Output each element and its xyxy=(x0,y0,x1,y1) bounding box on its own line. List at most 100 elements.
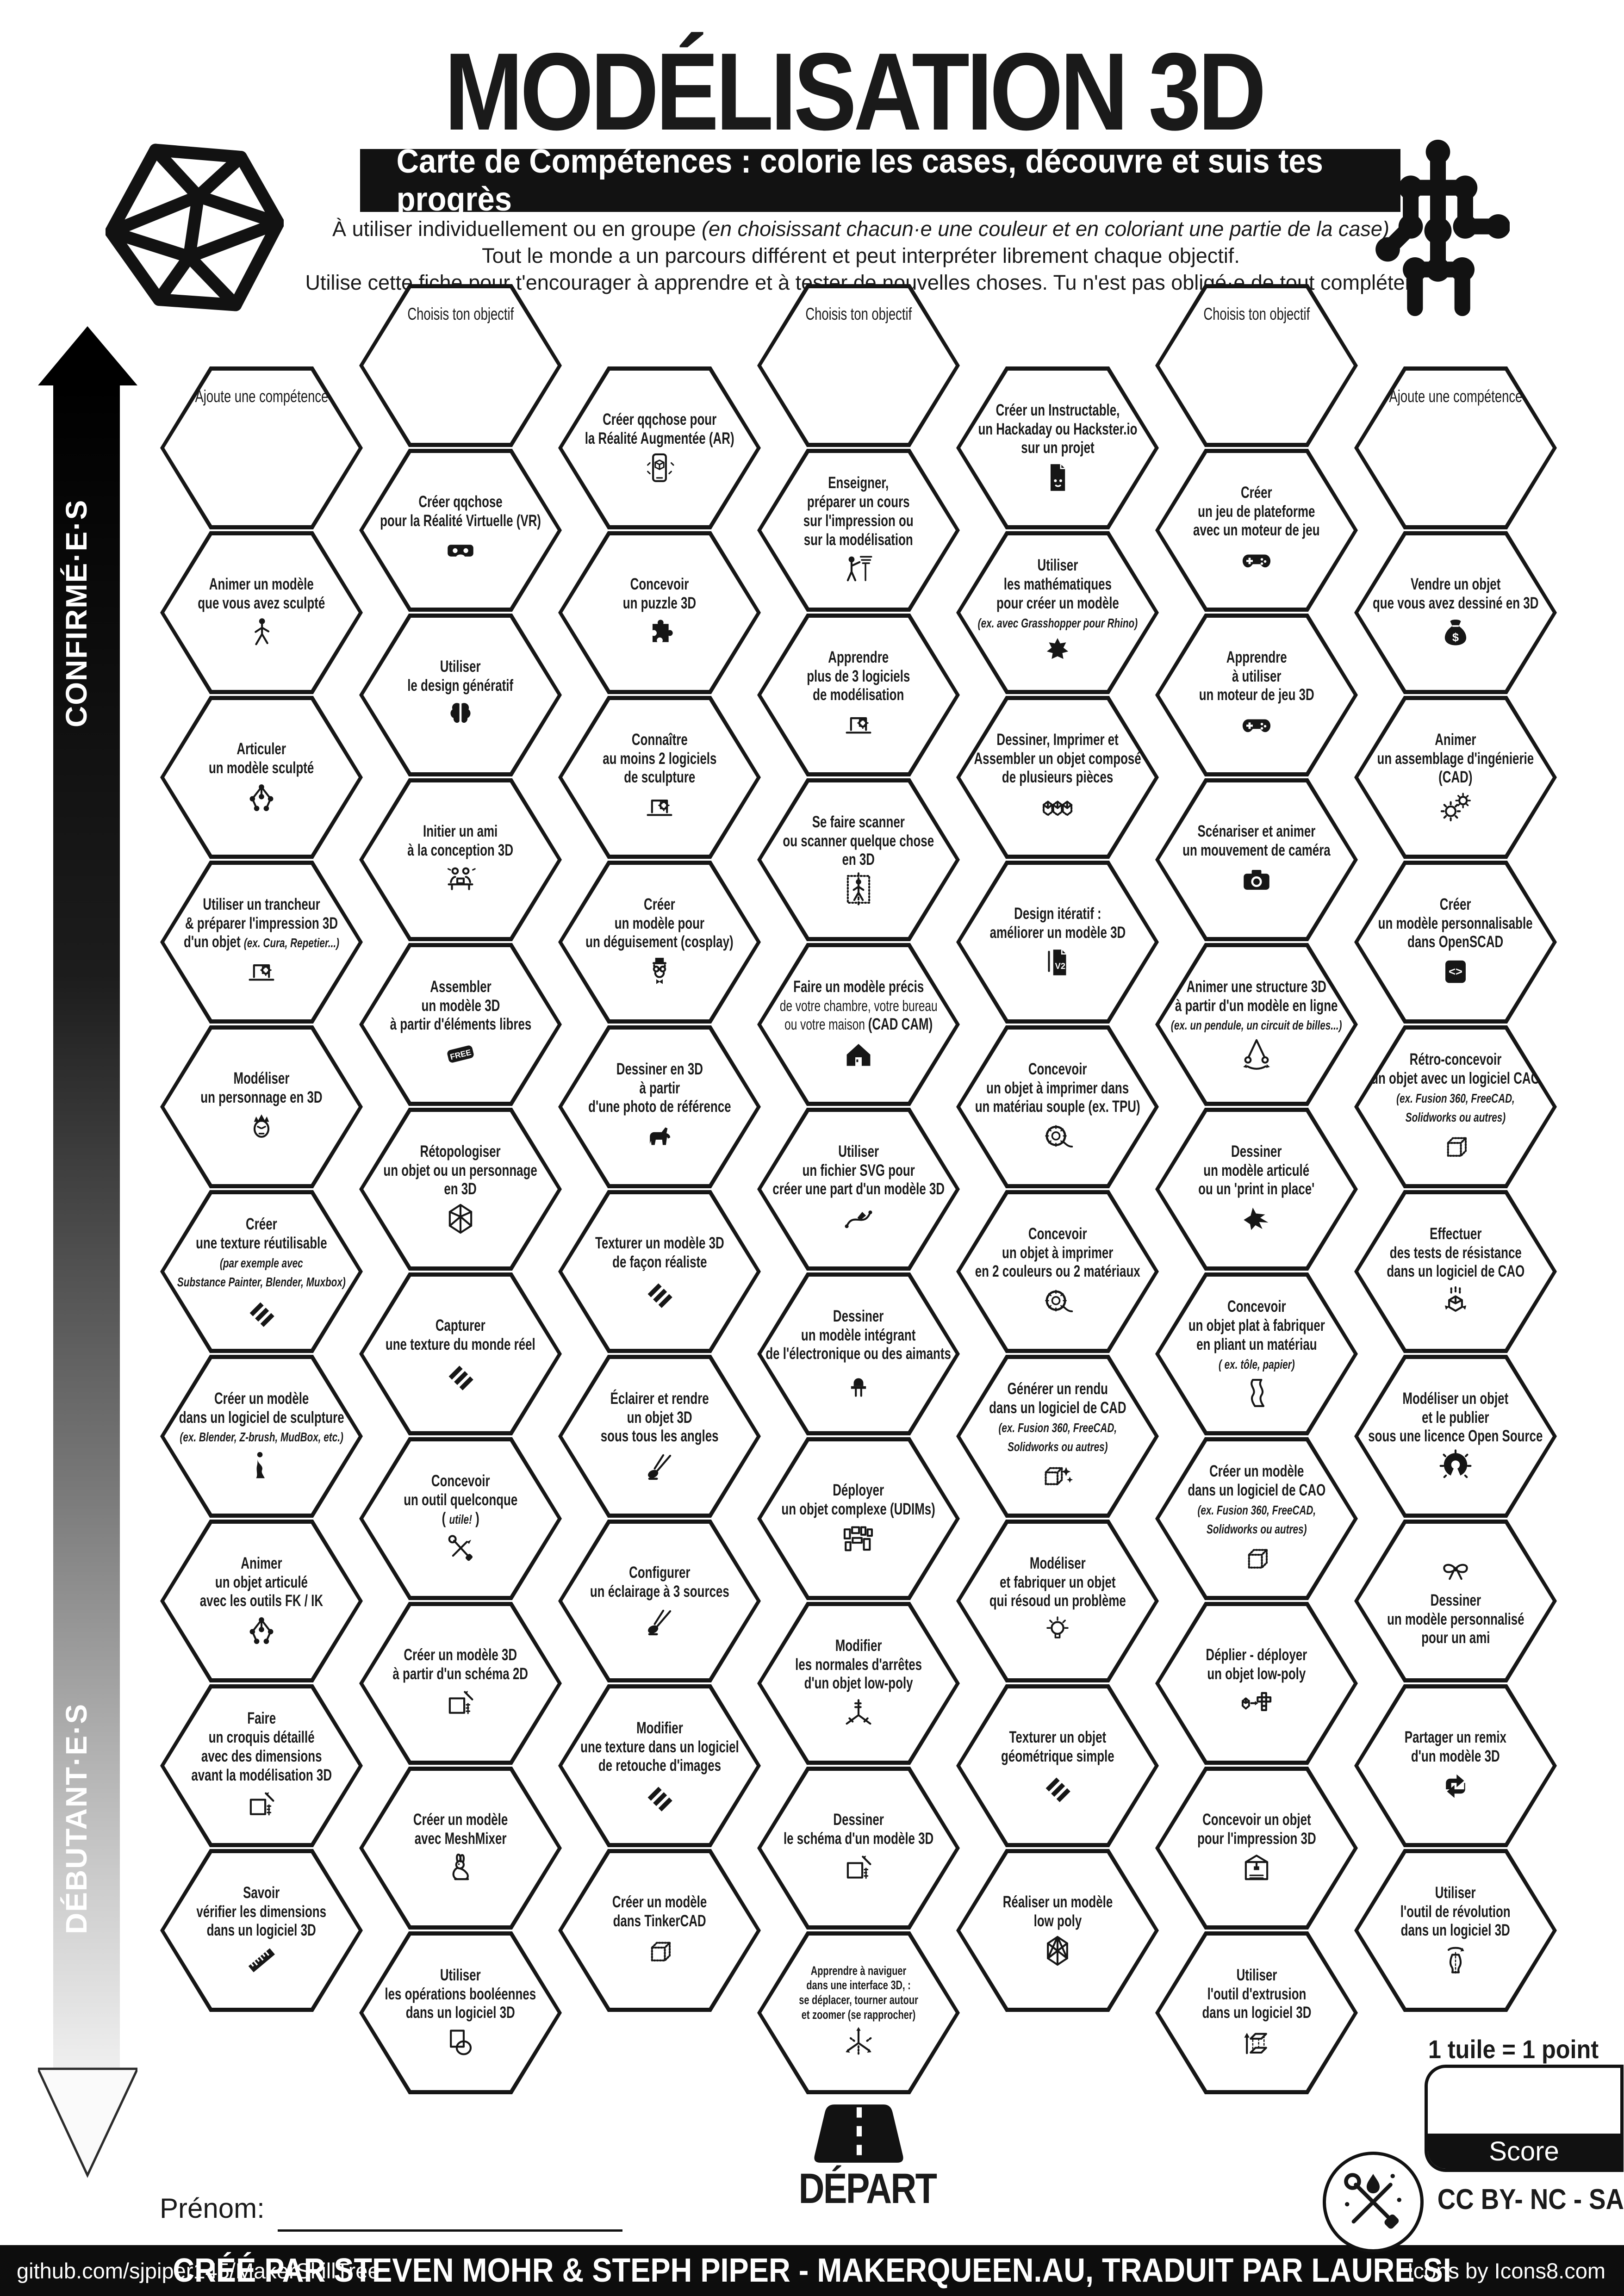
hex-tile-0-3[interactable]: Utiliser un trancheur & préparer l'impres… xyxy=(160,861,363,1024)
hex-tile-1-10[interactable]: Utiliser les opérations booléennes dans un… xyxy=(359,1931,562,2094)
crossed-tools-icon xyxy=(1344,2173,1401,2229)
hex-tile-5-0[interactable]: Choisis ton objectif xyxy=(1155,284,1358,447)
hex-tile-5-10[interactable]: Utiliser l'outil d'extrusion dans un logic… xyxy=(1155,1931,1358,2094)
hex-tile-5-7[interactable]: Créer un modèle dans un logiciel de CAO (e… xyxy=(1155,1437,1358,1600)
hex-tile-1-3[interactable]: Initier un ami à la conception 3D xyxy=(359,778,562,941)
hex-tile-4-3[interactable]: Design itératif : améliorer un modèle 3D xyxy=(956,861,1159,1024)
dog-icon xyxy=(639,1119,680,1154)
folded-ribbon-icon xyxy=(1236,1376,1277,1410)
hex-tile-1-7[interactable]: Concevoir un outil quelconque( utile! ) xyxy=(359,1437,562,1600)
footer-icons8-credit[interactable]: Icons by Icons8.com xyxy=(1407,2258,1605,2283)
hex-tile-5-3[interactable]: Scénariser et animer un mouvement de camé… xyxy=(1155,778,1358,941)
hex-tile-3-8[interactable]: Modifier les normales d'arrêtes d'un objet… xyxy=(757,1602,960,1765)
hex-tile-1-8[interactable]: Créer un modèle 3D à partir d'un schéma 2… xyxy=(359,1602,562,1765)
hex-label: Dessiner un modèle personnalisé pour un am… xyxy=(1387,1591,1524,1647)
hex-tile-3-10[interactable]: Apprendre à naviguer dans une interface 3… xyxy=(757,1931,960,2094)
hex-tile-6-1[interactable]: Vendre un objet que vous avez dessiné en … xyxy=(1354,531,1557,694)
hex-tile-0-6[interactable]: Créer un modèle dans un logiciel de sculp… xyxy=(160,1355,363,1518)
footer-github-url[interactable]: github.com/sjpiper145/MakerSkillTree xyxy=(17,2258,380,2283)
hex-label: Faire un croquis détaillé avec des dimensi… xyxy=(191,1709,332,1784)
network-nodes-logo xyxy=(1375,139,1510,316)
hex-label: Animer un objet articulé avec les outils F… xyxy=(199,1554,324,1610)
score-box[interactable]: Score xyxy=(1425,2065,1624,2172)
hex-label: Créer un modèle dans un logiciel de sculp… xyxy=(179,1389,344,1445)
hex-tile-5-8[interactable]: Déplier - déployer un objet low-poly xyxy=(1155,1602,1358,1765)
hex-tile-2-5[interactable]: Texturer un modèle 3D de façon réaliste xyxy=(558,1190,761,1353)
hex-tile-2-6[interactable]: Éclairer et rendre un objet 3D sous tous l… xyxy=(558,1355,761,1518)
hex-tile-3-1[interactable]: Enseigner, préparer un cours sur l'impress… xyxy=(757,449,960,612)
hex-tile-5-2[interactable]: Apprendre à utiliser un moteur de jeu 3D xyxy=(1155,614,1358,776)
hex-tile-6-4[interactable]: Rétro-concevoir un objet avec un logiciel… xyxy=(1354,1025,1557,1188)
hex-tile-4-4[interactable]: Concevoir un objet à imprimer dans un maté… xyxy=(956,1025,1159,1188)
hex-tile-3-9[interactable]: Dessiner le schéma d'un modèle 3D xyxy=(757,1767,960,1930)
hex-tile-2-0[interactable]: Créer qqchose pour la Réalité Augmentée (… xyxy=(558,366,761,529)
hex-tile-2-9[interactable]: Créer un modèle dans TinkerCAD xyxy=(558,1849,761,2012)
hex-label: Réaliser un modèle low poly xyxy=(1002,1893,1113,1930)
hex-tile-0-1[interactable]: Animer un modèle que vous avez sculpté xyxy=(160,531,363,694)
hex-tile-3-5[interactable]: Utiliser un fichier SVG pour créer une par… xyxy=(757,1108,960,1271)
hex-tile-0-4[interactable]: Modéliser un personnage en 3D xyxy=(160,1025,363,1188)
gamepad-icon xyxy=(1236,543,1277,577)
hex-tile-0-5[interactable]: Créer une texture réutilisable (par exempl… xyxy=(160,1190,363,1353)
hex-tile-3-6[interactable]: Dessiner un modèle intégrant de l'électron… xyxy=(757,1272,960,1435)
printer-3d-icon xyxy=(1236,1851,1277,1886)
crossed-tools-icon xyxy=(440,1531,481,1565)
vase-revolve-icon xyxy=(1435,1943,1476,1977)
hex-tile-1-4[interactable]: Assembler un modèle 3D à partir d'éléments… xyxy=(359,943,562,1106)
robot-document-icon xyxy=(1037,460,1078,495)
hex-tile-2-3[interactable]: Créer un modèle pour un déguisement (cospl… xyxy=(558,861,761,1024)
hex-tile-1-2[interactable]: Utiliser le design génératif xyxy=(359,614,562,776)
hex-tile-4-5[interactable]: Concevoir un objet à imprimer en 2 couleur… xyxy=(956,1190,1159,1353)
hex-tile-2-2[interactable]: Connaître au moins 2 logiciels de sculptur… xyxy=(558,696,761,859)
hex-tile-3-3[interactable]: Se faire scanner ou scanner quelque chose… xyxy=(757,778,960,941)
hex-tile-6-0[interactable]: Ajoute une compétence xyxy=(1354,366,1557,529)
hex-tile-4-2[interactable]: Dessiner, Imprimer et Assembler un objet … xyxy=(956,696,1159,859)
hex-tile-4-0[interactable]: Créer un Instructable, un Hackaday ou Hac… xyxy=(956,366,1159,529)
hex-tile-6-2[interactable]: Animer un assemblage d'ingénierie (CAD) xyxy=(1354,696,1557,859)
hex-tile-0-7[interactable]: Animer un objet articulé avec les outils F… xyxy=(160,1520,363,1682)
hex-label: Créer une texture réutilisable (par exempl… xyxy=(177,1215,346,1289)
hex-tile-4-8[interactable]: Texturer un objet géométrique simple xyxy=(956,1684,1159,1847)
hex-tile-6-7[interactable]: Dessiner un modèle personnalisé pour un am… xyxy=(1354,1520,1557,1682)
hex-tile-2-7[interactable]: Configurer un éclairage à 3 sources xyxy=(558,1520,761,1682)
hex-tile-0-2[interactable]: Articuler un modèle sculpté xyxy=(160,696,363,859)
score-note: 1 tuile = 1 point xyxy=(1428,2035,1599,2064)
hex-tile-1-9[interactable]: Créer un modèle avec MeshMixer xyxy=(359,1767,562,1930)
hex-tile-4-6[interactable]: Générer un rendu dans un logiciel de CAD(… xyxy=(956,1355,1159,1518)
hex-tile-5-9[interactable]: Concevoir un objet pour l'impression 3D xyxy=(1155,1767,1358,1930)
prenom-input-line[interactable] xyxy=(278,2203,622,2232)
hex-tile-4-7[interactable]: Modéliser et fabriquer un objet qui résoud… xyxy=(956,1520,1159,1682)
hex-tile-1-1[interactable]: Créer qqchose pour la Réalité Virtuelle (… xyxy=(359,449,562,612)
hex-tile-3-4[interactable]: Faire un modèle précis de votre chambre, … xyxy=(757,943,960,1106)
slicer-laptop-icon xyxy=(838,707,879,742)
hex-tile-0-9[interactable]: Savoir vérifier les dimensions dans un log… xyxy=(160,1849,363,2012)
hex-tile-6-5[interactable]: Effectuer des tests de résistance dans un … xyxy=(1354,1190,1557,1353)
hex-tile-5-4[interactable]: Animer une structure 3D à partir d'un mod… xyxy=(1155,943,1358,1106)
hex-label: Utiliser les opérations booléennes dans un… xyxy=(385,1966,536,2022)
hex-tile-5-1[interactable]: Créer un jeu de plateforme avec un moteur … xyxy=(1155,449,1358,612)
hex-tile-5-6[interactable]: Concevoir un objet plat à fabriquer en pli… xyxy=(1155,1272,1358,1435)
texture-stripes-icon xyxy=(440,1357,481,1391)
cube-wireframe-icon xyxy=(1236,1541,1277,1575)
hex-tile-1-5[interactable]: Rétopologiser un objet ou un personnage en… xyxy=(359,1108,562,1271)
hex-tile-4-1[interactable]: Utiliser les mathématiques pour créer un m… xyxy=(956,531,1159,694)
hex-tile-0-8[interactable]: Faire un croquis détaillé avec des dimensi… xyxy=(160,1684,363,1847)
hex-tile-2-1[interactable]: Concevoir un puzzle 3D xyxy=(558,531,761,694)
hex-tile-1-0[interactable]: Choisis ton objectif xyxy=(359,284,562,447)
hex-tile-2-8[interactable]: Modifier une texture dans un logiciel de r… xyxy=(558,1684,761,1847)
hex-tile-3-7[interactable]: Déployer un objet complexe (UDIMs) xyxy=(757,1437,960,1600)
hex-tile-0-0[interactable]: Ajoute une compétence xyxy=(160,366,363,529)
hex-tile-6-9[interactable]: Utiliser l'outil de révolution dans un log… xyxy=(1354,1849,1557,2012)
hex-tile-5-5[interactable]: Dessiner un modèle articulé ou un 'print i… xyxy=(1155,1108,1358,1271)
hex-tile-6-8[interactable]: Partager un remix d'un modèle 3D xyxy=(1354,1684,1557,1847)
hex-tile-3-0[interactable]: Choisis ton objectif xyxy=(757,284,960,447)
hex-tile-3-2[interactable]: Apprendre plus de 3 logiciels de modélisat… xyxy=(757,614,960,776)
hex-tile-4-9[interactable]: Réaliser un modèle low poly xyxy=(956,1849,1159,2012)
spotlight-icon xyxy=(639,1604,680,1638)
body-scanner-icon xyxy=(838,872,879,906)
hex-tile-1-6[interactable]: Capturer une texture du monde réel xyxy=(359,1272,562,1435)
hex-tile-6-3[interactable]: Créer un modèle personnalisable dans OpenS… xyxy=(1354,861,1557,1024)
hex-tile-6-6[interactable]: Modéliser un objet et le publier sous une … xyxy=(1354,1355,1557,1518)
hex-tile-2-4[interactable]: Dessiner en 3D à partir d'une photo de réf… xyxy=(558,1025,761,1188)
footer-bar: CRÉÉ PAR STEVEN MOHR & STEPH PIPER - MAK… xyxy=(0,2245,1624,2296)
